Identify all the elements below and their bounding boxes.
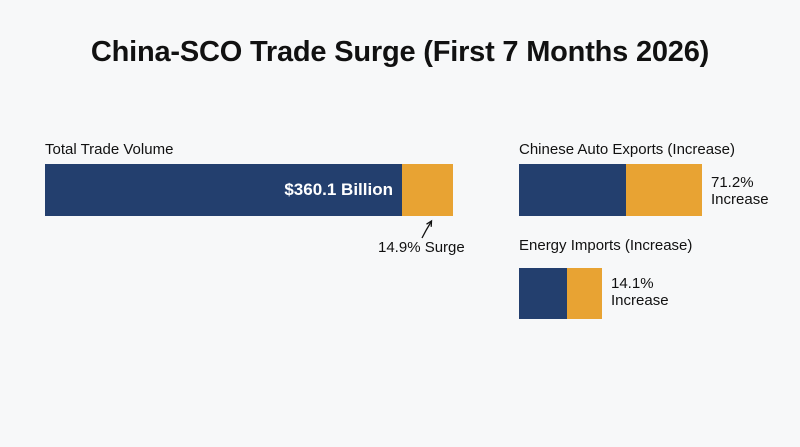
surge-arrow-icon xyxy=(421,219,433,239)
total-trade-bar: $360.1 Billion xyxy=(45,164,453,216)
auto-exports-bar xyxy=(519,164,702,216)
energy-imports-base-segment xyxy=(519,268,567,319)
auto-exports-label: Chinese Auto Exports (Increase) xyxy=(519,141,735,158)
total-trade-increase-segment xyxy=(402,164,453,216)
auto-exports-pct: 71.2% xyxy=(711,174,754,191)
energy-imports-annotation: 14.1% Increase xyxy=(611,275,669,309)
auto-exports-increase-segment xyxy=(626,164,702,216)
energy-imports-label: Energy Imports (Increase) xyxy=(519,237,693,254)
total-trade-label: Total Trade Volume xyxy=(45,141,174,158)
auto-exports-increase-text: Increase xyxy=(711,191,769,208)
chart-title: China-SCO Trade Surge (First 7 Months 20… xyxy=(90,36,710,68)
auto-exports-annotation: 71.2% Increase xyxy=(711,174,769,208)
total-trade-base-segment: $360.1 Billion xyxy=(45,164,402,216)
energy-imports-increase-text: Increase xyxy=(611,292,669,309)
energy-imports-increase-segment xyxy=(567,268,602,319)
total-trade-annotation: 14.9% Surge xyxy=(378,239,465,256)
auto-exports-base-segment xyxy=(519,164,626,216)
energy-imports-bar xyxy=(519,268,602,319)
total-trade-value-label: $360.1 Billion xyxy=(284,180,393,199)
energy-imports-pct: 14.1% xyxy=(611,275,654,292)
